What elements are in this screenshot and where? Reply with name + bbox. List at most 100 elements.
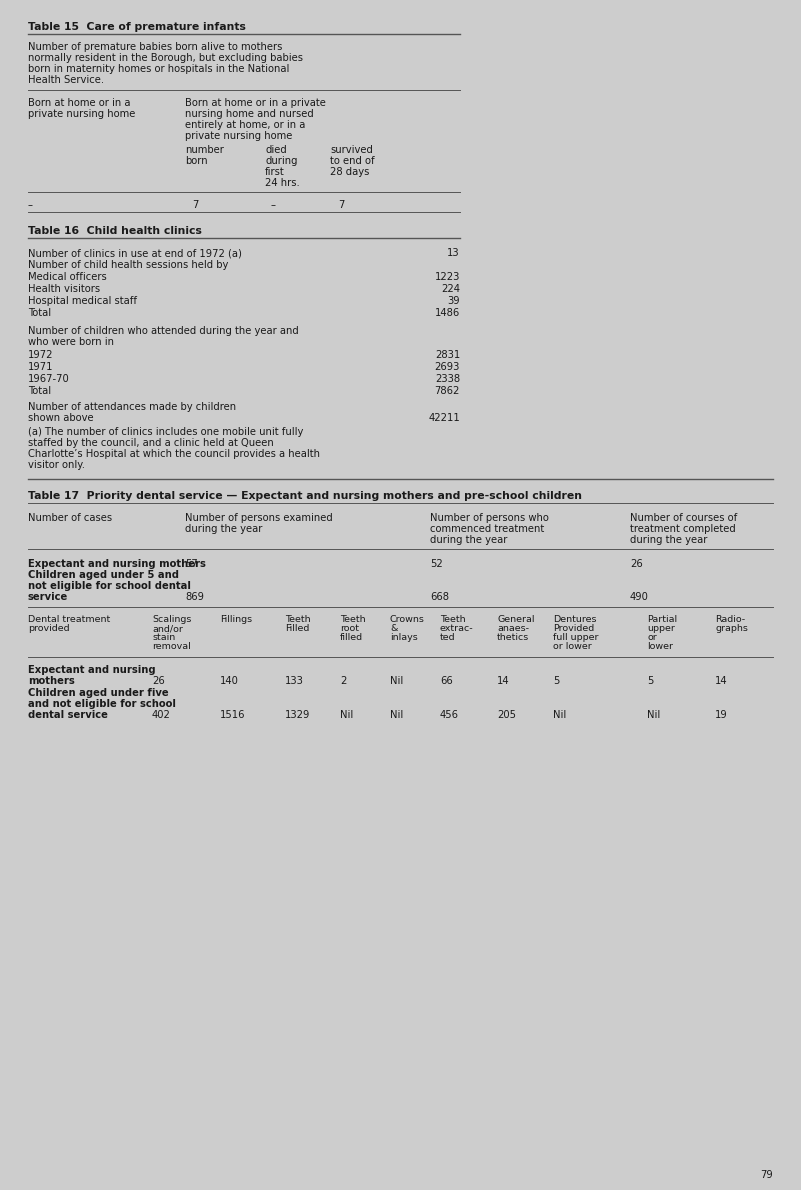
Text: during the year: during the year [630, 536, 707, 545]
Text: thetics: thetics [497, 633, 529, 641]
Text: extrac-: extrac- [440, 624, 473, 633]
Text: Number of persons who: Number of persons who [430, 513, 549, 522]
Text: Partial: Partial [647, 615, 677, 624]
Text: Total: Total [28, 308, 51, 318]
Text: staffed by the council, and a clinic held at Queen: staffed by the council, and a clinic hel… [28, 438, 274, 447]
Text: dental service: dental service [28, 710, 108, 720]
Text: commenced treatment: commenced treatment [430, 524, 544, 534]
Text: Radio-: Radio- [715, 615, 745, 624]
Text: 2693: 2693 [435, 362, 460, 372]
Text: 52: 52 [430, 559, 443, 569]
Text: 26: 26 [152, 676, 165, 685]
Text: upper: upper [647, 624, 675, 633]
Text: &: & [390, 624, 397, 633]
Text: nursing home and nursed: nursing home and nursed [185, 109, 314, 119]
Text: 7862: 7862 [435, 386, 460, 396]
Text: 7: 7 [338, 200, 344, 209]
Text: –: – [28, 200, 33, 209]
Text: removal: removal [152, 641, 191, 651]
Text: Hospital medical staff: Hospital medical staff [28, 296, 137, 306]
Text: Number of children who attended during the year and: Number of children who attended during t… [28, 326, 299, 336]
Text: General: General [497, 615, 534, 624]
Text: 13: 13 [448, 248, 460, 258]
Text: 14: 14 [715, 676, 727, 685]
Text: 1971: 1971 [28, 362, 54, 372]
Text: 456: 456 [440, 710, 459, 720]
Text: Medical officers: Medical officers [28, 273, 107, 282]
Text: died: died [265, 145, 287, 155]
Text: or lower: or lower [553, 641, 592, 651]
Text: 5: 5 [647, 676, 654, 685]
Text: Charlotte’s Hospital at which the council provides a health: Charlotte’s Hospital at which the counci… [28, 449, 320, 459]
Text: 1967-70: 1967-70 [28, 374, 70, 384]
Text: anaes-: anaes- [497, 624, 529, 633]
Text: Teeth: Teeth [440, 615, 465, 624]
Text: 24 hrs.: 24 hrs. [265, 178, 300, 188]
Text: Born at home or in a private: Born at home or in a private [185, 98, 326, 108]
Text: and/or: and/or [152, 624, 183, 633]
Text: Teeth: Teeth [340, 615, 365, 624]
Text: root: root [340, 624, 359, 633]
Text: filled: filled [340, 633, 363, 641]
Text: (a) The number of clinics includes one mobile unit fully: (a) The number of clinics includes one m… [28, 427, 304, 437]
Text: and not eligible for school: and not eligible for school [28, 699, 176, 709]
Text: 19: 19 [715, 710, 728, 720]
Text: or: or [647, 633, 657, 641]
Text: Table 17  Priority dental service — Expectant and nursing mothers and pre-school: Table 17 Priority dental service — Expec… [28, 491, 582, 501]
Text: 14: 14 [497, 676, 509, 685]
Text: Filled: Filled [285, 624, 309, 633]
Text: entirely at home, or in a: entirely at home, or in a [185, 120, 305, 130]
Text: inlays: inlays [390, 633, 418, 641]
Text: Born at home or in a: Born at home or in a [28, 98, 131, 108]
Text: Nil: Nil [390, 710, 403, 720]
Text: Nil: Nil [553, 710, 566, 720]
Text: 7: 7 [192, 200, 199, 209]
Text: Crowns: Crowns [390, 615, 425, 624]
Text: Nil: Nil [340, 710, 353, 720]
Text: shown above: shown above [28, 413, 94, 422]
Text: not eligible for school dental: not eligible for school dental [28, 581, 191, 591]
Text: Dental treatment: Dental treatment [28, 615, 111, 624]
Text: 490: 490 [630, 591, 649, 602]
Text: 1516: 1516 [220, 710, 245, 720]
Text: 39: 39 [448, 296, 460, 306]
Text: Number of child health sessions held by: Number of child health sessions held by [28, 259, 228, 270]
Text: 5: 5 [553, 676, 559, 685]
Text: Number of premature babies born alive to mothers: Number of premature babies born alive to… [28, 42, 283, 52]
Text: treatment completed: treatment completed [630, 524, 736, 534]
Text: Number of cases: Number of cases [28, 513, 112, 522]
Text: lower: lower [647, 641, 673, 651]
Text: normally resident in the Borough, but excluding babies: normally resident in the Borough, but ex… [28, 54, 303, 63]
Text: Children aged under 5 and: Children aged under 5 and [28, 570, 179, 580]
Text: Number of attendances made by children: Number of attendances made by children [28, 402, 236, 412]
Text: 66: 66 [440, 676, 453, 685]
Text: Dentures: Dentures [553, 615, 597, 624]
Text: number: number [185, 145, 223, 155]
Text: Provided: Provided [553, 624, 594, 633]
Text: born: born [185, 156, 207, 165]
Text: private nursing home: private nursing home [185, 131, 292, 140]
Text: 402: 402 [152, 710, 171, 720]
Text: 1486: 1486 [435, 308, 460, 318]
Text: –: – [271, 200, 276, 209]
Text: 133: 133 [285, 676, 304, 685]
Text: Number of courses of: Number of courses of [630, 513, 737, 522]
Text: provided: provided [28, 624, 70, 633]
Text: ted: ted [440, 633, 456, 641]
Text: 140: 140 [220, 676, 239, 685]
Text: Total: Total [28, 386, 51, 396]
Text: 42211: 42211 [429, 413, 460, 422]
Text: to end of: to end of [330, 156, 375, 165]
Text: Fillings: Fillings [220, 615, 252, 624]
Text: during the year: during the year [430, 536, 507, 545]
Text: full upper: full upper [553, 633, 598, 641]
Text: Health Service.: Health Service. [28, 75, 104, 84]
Text: private nursing home: private nursing home [28, 109, 135, 119]
Text: born in maternity homes or hospitals in the National: born in maternity homes or hospitals in … [28, 64, 289, 74]
Text: Expectant and nursing: Expectant and nursing [28, 665, 155, 675]
Text: during the year: during the year [185, 524, 263, 534]
Text: 26: 26 [630, 559, 642, 569]
Text: 2831: 2831 [435, 350, 460, 361]
Text: Nil: Nil [390, 676, 403, 685]
Text: 1223: 1223 [435, 273, 460, 282]
